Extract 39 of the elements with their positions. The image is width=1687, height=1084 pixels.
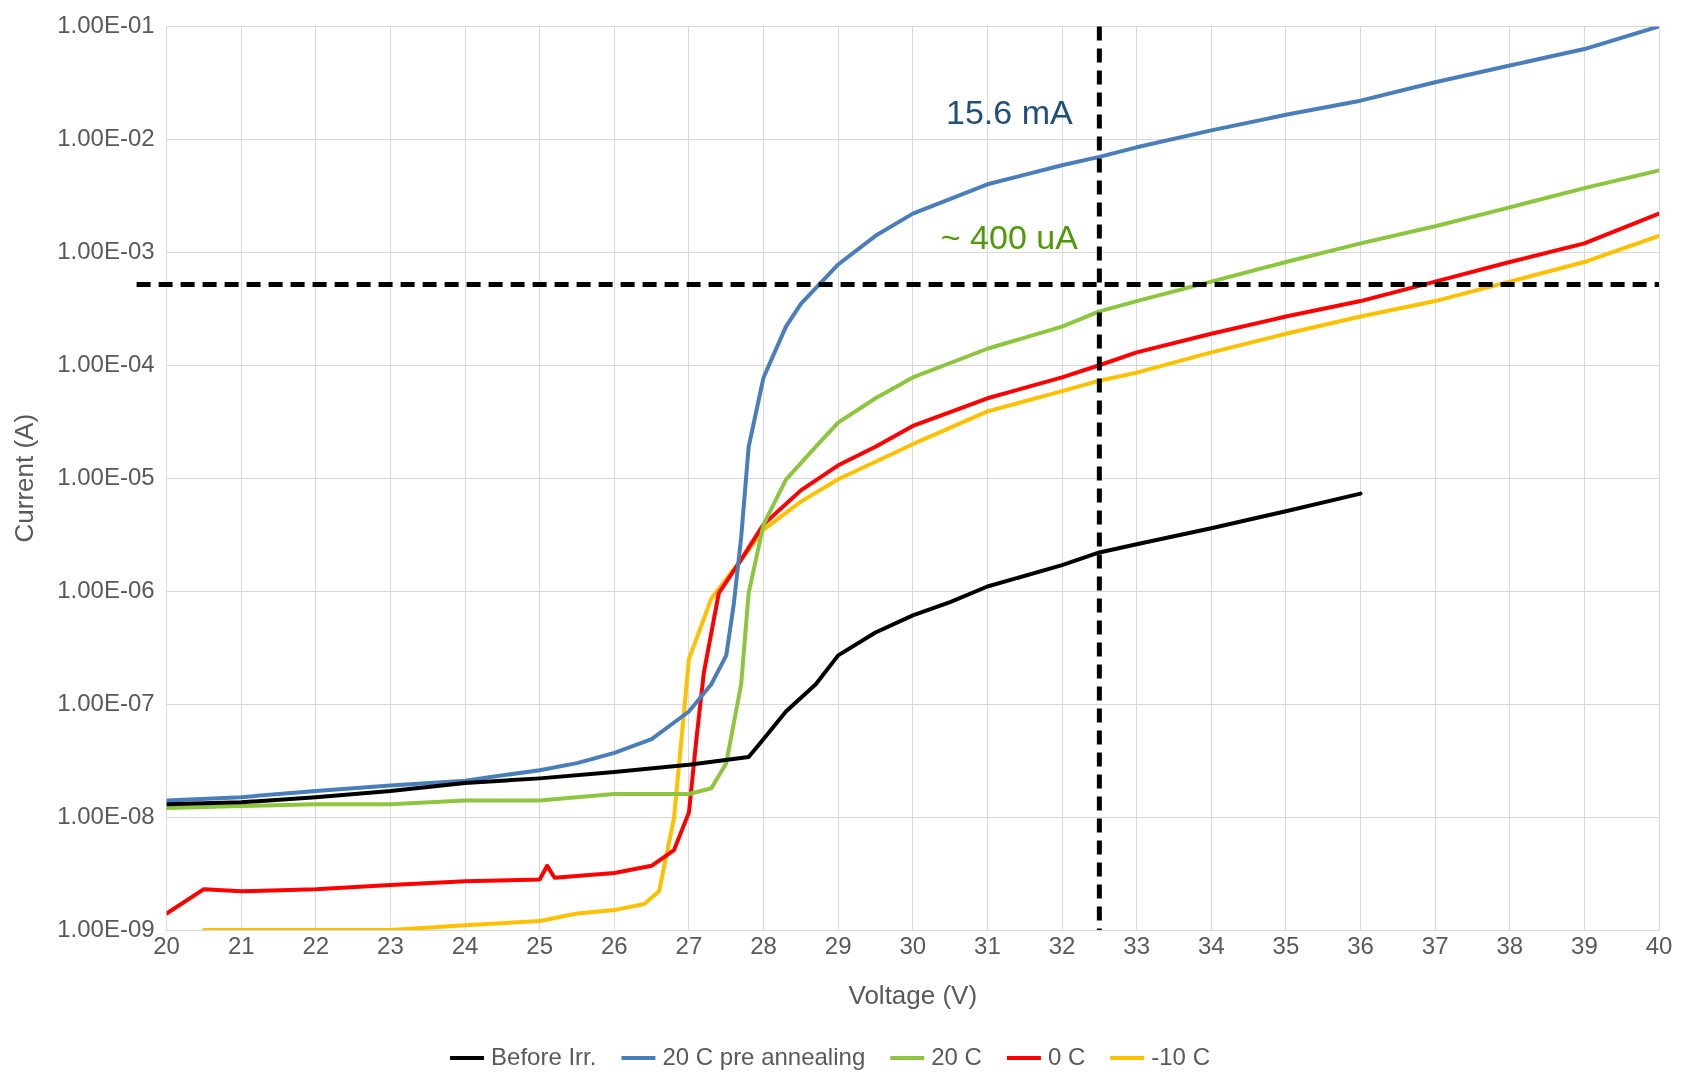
legend-label: 20 C <box>931 1042 982 1070</box>
annotation: 15.6 mA <box>946 92 1073 131</box>
y-tick-label: 1.00E-03 <box>57 236 155 264</box>
y-tick-label: 1.00E-08 <box>57 801 155 829</box>
y-tick-label: 1.00E-01 <box>57 11 155 39</box>
x-axis-title: Voltage (V) <box>848 979 978 1010</box>
x-tick-label: 20 <box>153 932 180 960</box>
legend-label: Before Irr. <box>491 1042 597 1070</box>
x-tick-label: 36 <box>1347 932 1374 960</box>
y-tick-label: 1.00E-06 <box>57 575 155 603</box>
x-tick-label: 39 <box>1571 932 1598 960</box>
y-axis-title: Current (A) <box>8 413 39 543</box>
x-tick-label: 21 <box>227 932 255 960</box>
x-tick-label: 24 <box>451 932 479 960</box>
y-tick-label: 1.00E-05 <box>57 462 155 490</box>
x-tick-label: 35 <box>1272 932 1300 960</box>
x-tick-label: 28 <box>750 932 777 960</box>
x-tick-label: 34 <box>1197 932 1225 960</box>
x-tick-label: 29 <box>824 932 852 960</box>
x-tick-label: 40 <box>1645 932 1673 960</box>
y-tick-label: 1.00E-02 <box>57 123 155 151</box>
x-tick-label: 25 <box>526 932 554 960</box>
x-tick-label: 33 <box>1123 932 1151 960</box>
legend-label: 0 C <box>1047 1042 1086 1070</box>
x-tick-label: 38 <box>1496 932 1524 960</box>
legend-label: 20 C pre annealing <box>662 1042 866 1070</box>
x-tick-label: 37 <box>1421 932 1449 960</box>
x-tick-label: 26 <box>600 932 628 960</box>
x-tick-label: 23 <box>377 932 404 960</box>
x-tick-label: 32 <box>1048 932 1076 960</box>
annotation: ~ 400 uA <box>940 217 1079 256</box>
x-tick-label: 31 <box>974 932 1001 960</box>
x-tick-label: 22 <box>302 932 330 960</box>
y-tick-label: 1.00E-07 <box>57 688 155 716</box>
y-tick-label: 1.00E-09 <box>57 914 155 942</box>
y-tick-label: 1.00E-04 <box>57 349 155 377</box>
legend-label: -10 C <box>1151 1042 1210 1070</box>
x-tick-label: 30 <box>899 932 927 960</box>
x-tick-label: 27 <box>675 932 703 960</box>
